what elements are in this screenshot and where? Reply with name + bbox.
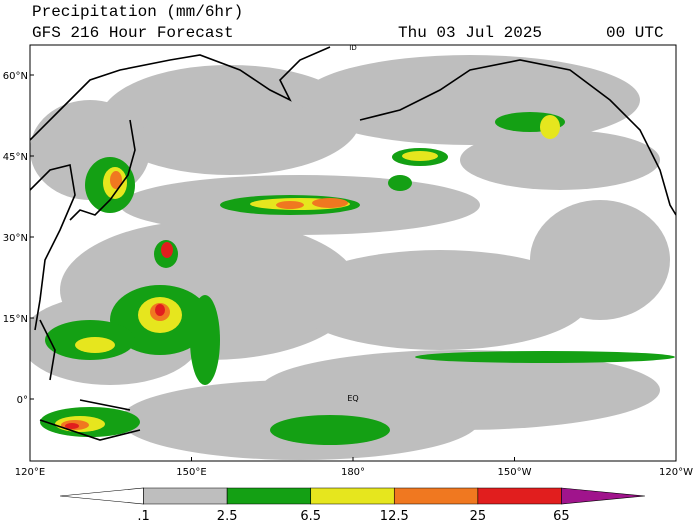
colorbar-swatch xyxy=(143,487,228,505)
colorbar-label: 2.5 xyxy=(217,509,238,524)
colorbar-label: 6.5 xyxy=(300,509,321,524)
map-annotation: ID xyxy=(349,44,356,52)
lat-label: 60°N xyxy=(3,71,28,82)
lon-label: 120°E xyxy=(15,467,45,478)
map-field xyxy=(30,45,676,461)
colorbar-swatch xyxy=(477,487,562,505)
lat-label: 30°N xyxy=(3,233,28,244)
lat-label: 45°N xyxy=(3,152,28,163)
time: 00 UTC xyxy=(606,24,664,42)
colorbar-swatch xyxy=(561,487,646,505)
colorbar-swatch xyxy=(310,487,395,505)
colorbar-swatch xyxy=(59,487,144,505)
lat-label: 0° xyxy=(17,395,28,406)
colorbar-label: 25 xyxy=(470,509,487,524)
colorbar-label: .1 xyxy=(137,509,149,524)
colorbar-label: 12.5 xyxy=(380,509,409,524)
title: Precipitation (mm/6hr) xyxy=(32,3,243,21)
colorbar-swatch xyxy=(393,487,479,505)
lon-label: 180° xyxy=(341,467,365,478)
lon-label: 150°E xyxy=(176,467,206,478)
date: Thu 03 Jul 2025 xyxy=(398,24,542,42)
colorbar-label: 65 xyxy=(553,509,570,524)
lon-label: 150°W xyxy=(498,467,532,478)
colorbar-swatch xyxy=(226,487,312,505)
lat-label: 15°N xyxy=(3,314,28,325)
subtitle: GFS 216 Hour Forecast xyxy=(32,24,234,42)
lon-label: 120°W xyxy=(659,467,693,478)
map-annotation: EQ xyxy=(347,394,358,403)
